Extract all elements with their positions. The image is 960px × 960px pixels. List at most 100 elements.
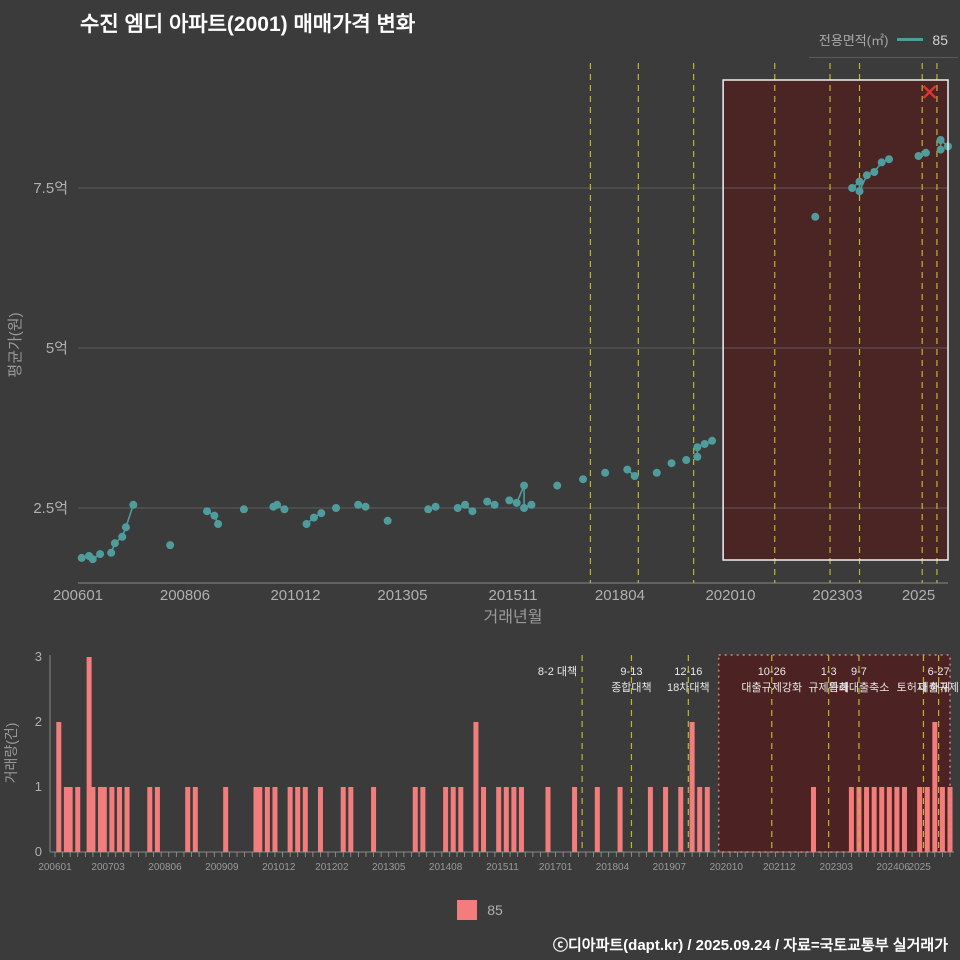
- volume-bar[interactable]: [264, 787, 270, 852]
- price-point[interactable]: [520, 504, 529, 512]
- volume-bar[interactable]: [864, 787, 870, 852]
- price-point[interactable]: [921, 148, 930, 157]
- volume-bar[interactable]: [253, 787, 259, 852]
- price-point[interactable]: [354, 500, 363, 509]
- price-scatter-chart[interactable]: 2.5억 5억 7.5억 200601 200806 201012 201305 201511…: [0, 55, 960, 630]
- price-point[interactable]: [553, 481, 562, 490]
- price-point[interactable]: [848, 184, 857, 192]
- volume-bar[interactable]: [63, 787, 69, 852]
- area-legend[interactable]: 전용면적(㎡) 85: [808, 28, 958, 58]
- price-point[interactable]: [309, 513, 318, 522]
- volume-bar[interactable]: [412, 787, 418, 852]
- volume-bar[interactable]: [287, 787, 293, 852]
- price-point[interactable]: [461, 500, 470, 509]
- price-point[interactable]: [210, 511, 219, 520]
- volume-bar[interactable]: [689, 722, 695, 852]
- volume-bar[interactable]: [371, 787, 377, 852]
- price-point[interactable]: [936, 136, 945, 144]
- volume-bar[interactable]: [192, 787, 198, 852]
- price-point[interactable]: [453, 504, 462, 512]
- volume-bar[interactable]: [272, 787, 278, 852]
- price-point[interactable]: [431, 502, 440, 511]
- price-point[interactable]: [652, 468, 661, 477]
- price-point[interactable]: [88, 555, 97, 564]
- volume-bar[interactable]: [879, 787, 885, 852]
- price-point[interactable]: [505, 496, 514, 505]
- volume-bar[interactable]: [678, 787, 684, 852]
- price-point[interactable]: [317, 509, 326, 518]
- price-point[interactable]: [129, 500, 138, 509]
- price-point[interactable]: [693, 452, 702, 461]
- volume-bar[interactable]: [98, 787, 104, 852]
- volume-bar[interactable]: [443, 787, 449, 852]
- price-point[interactable]: [870, 168, 879, 176]
- volume-bar[interactable]: [924, 787, 930, 852]
- volume-bar-chart[interactable]: 0 1 2 3 8-2 대책 9-13 종합대책 12-16 18차대책 10-26 대출규제강화 1…: [0, 645, 960, 880]
- price-point[interactable]: [601, 468, 610, 477]
- volume-bar[interactable]: [101, 787, 107, 852]
- volume-bar[interactable]: [90, 787, 96, 852]
- volume-bar[interactable]: [697, 787, 703, 852]
- volume-bar[interactable]: [458, 787, 464, 852]
- price-point[interactable]: [877, 158, 886, 167]
- price-point[interactable]: [332, 504, 341, 512]
- price-point[interactable]: [885, 155, 894, 164]
- volume-bar[interactable]: [871, 787, 877, 852]
- volume-bar[interactable]: [939, 787, 945, 852]
- volume-bar[interactable]: [663, 787, 669, 852]
- volume-bar[interactable]: [257, 787, 263, 852]
- price-point[interactable]: [468, 507, 477, 516]
- price-point[interactable]: [693, 443, 702, 452]
- price-point[interactable]: [855, 187, 864, 196]
- price-point[interactable]: [214, 520, 223, 528]
- price-point[interactable]: [708, 436, 717, 445]
- volume-bar[interactable]: [295, 787, 301, 852]
- price-point[interactable]: [855, 177, 864, 186]
- price-point[interactable]: [96, 550, 105, 559]
- volume-bar[interactable]: [572, 787, 578, 852]
- volume-bar[interactable]: [947, 787, 953, 852]
- price-point[interactable]: [811, 212, 820, 221]
- price-point[interactable]: [424, 505, 433, 514]
- volume-bar[interactable]: [886, 787, 892, 852]
- price-point[interactable]: [118, 532, 127, 541]
- volume-bar[interactable]: [86, 657, 92, 852]
- volume-bar[interactable]: [317, 787, 323, 852]
- volume-bar[interactable]: [518, 787, 524, 852]
- price-point[interactable]: [121, 523, 130, 532]
- price-point[interactable]: [579, 475, 588, 484]
- volume-bar[interactable]: [496, 787, 502, 852]
- price-point[interactable]: [490, 500, 499, 509]
- price-point[interactable]: [302, 520, 311, 528]
- volume-bar[interactable]: [67, 787, 73, 852]
- volume-bar[interactable]: [348, 787, 354, 852]
- volume-bar[interactable]: [704, 787, 710, 852]
- price-point[interactable]: [527, 500, 536, 509]
- price-point[interactable]: [383, 516, 392, 525]
- volume-bar[interactable]: [856, 787, 862, 852]
- volume-bar[interactable]: [420, 787, 426, 852]
- volume-bar[interactable]: [473, 722, 479, 852]
- volume-bar[interactable]: [594, 787, 600, 852]
- volume-legend[interactable]: 85: [0, 900, 960, 920]
- volume-bar[interactable]: [511, 787, 517, 852]
- volume-bar[interactable]: [545, 787, 551, 852]
- volume-bar[interactable]: [481, 787, 487, 852]
- price-point[interactable]: [273, 500, 282, 509]
- volume-bar[interactable]: [185, 787, 191, 852]
- volume-bar[interactable]: [647, 787, 653, 852]
- volume-bar[interactable]: [503, 787, 509, 852]
- price-point[interactable]: [166, 541, 175, 550]
- volume-bar[interactable]: [917, 787, 923, 852]
- price-point[interactable]: [936, 145, 945, 154]
- volume-bar[interactable]: [223, 787, 229, 852]
- volume-bar[interactable]: [848, 787, 854, 852]
- price-point[interactable]: [361, 502, 370, 511]
- volume-bar[interactable]: [450, 787, 456, 852]
- price-point[interactable]: [280, 505, 289, 514]
- price-point[interactable]: [914, 152, 923, 160]
- price-point[interactable]: [483, 497, 492, 506]
- price-point[interactable]: [700, 440, 709, 448]
- volume-bar[interactable]: [116, 787, 122, 852]
- price-point[interactable]: [862, 171, 871, 180]
